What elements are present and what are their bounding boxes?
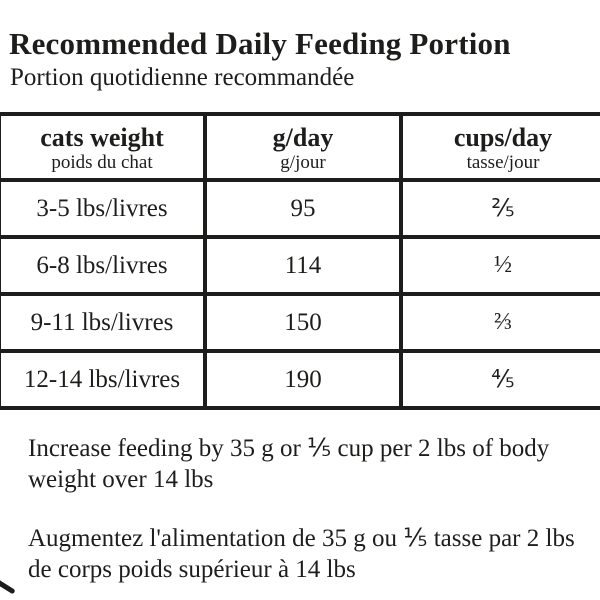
table-row: 12-14 lbs/livres 190 ⅘ — [0, 349, 600, 410]
column-header-label: cups/day — [453, 122, 553, 152]
column-header-sublabel: g/jour — [280, 152, 326, 174]
note-french: Augmentez l'alimentation de 35 g ou ⅕ ta… — [28, 525, 575, 583]
column-header-sublabel: poids du chat — [51, 152, 153, 174]
column-header-cups: cups/day tasse/jour — [399, 112, 600, 182]
cell-cups: ½ — [399, 235, 600, 296]
column-header-grams: g/day g/jour — [203, 112, 403, 182]
header-row: cats weight poids du chat g/day g/jour c… — [0, 112, 600, 182]
corner-mark — [0, 578, 16, 595]
table-body: 3-5 lbs/livres 95 ⅖ 6-8 lbs/livres 114 ½… — [0, 178, 600, 410]
cell-weight: 12-14 lbs/livres — [0, 349, 207, 410]
table-row: 3-5 lbs/livres 95 ⅖ — [0, 178, 600, 239]
cell-cups: ⅘ — [399, 349, 600, 410]
cell-weight: 6-8 lbs/livres — [0, 235, 207, 296]
cell-grams: 95 — [203, 178, 403, 239]
cell-cups: ⅖ — [399, 178, 600, 239]
note-english: Increase feeding by 35 g or ⅕ cup per 2 … — [28, 435, 550, 493]
page-title: Recommended Daily Feeding Portion — [9, 26, 511, 61]
cell-cups: ⅔ — [399, 292, 600, 353]
table-row: 6-8 lbs/livres 114 ½ — [0, 235, 600, 296]
column-header-sublabel: tasse/jour — [466, 152, 540, 174]
feeding-portion-table: cats weight poids du chat g/day g/jour c… — [0, 112, 600, 410]
column-header-weight: cats weight poids du chat — [0, 112, 207, 182]
table-header: cats weight poids du chat g/day g/jour c… — [0, 112, 600, 182]
table-row: 9-11 lbs/livres 150 ⅔ — [0, 292, 600, 353]
page-subtitle: Portion quotidienne recommandée — [10, 64, 355, 91]
column-header-label: cats weight — [40, 122, 164, 152]
column-header-label: g/day — [272, 122, 334, 152]
cell-weight: 9-11 lbs/livres — [0, 292, 207, 353]
cell-grams: 114 — [203, 235, 403, 296]
cell-grams: 190 — [203, 349, 403, 410]
cell-weight: 3-5 lbs/livres — [0, 178, 207, 239]
cell-grams: 150 — [203, 292, 403, 353]
